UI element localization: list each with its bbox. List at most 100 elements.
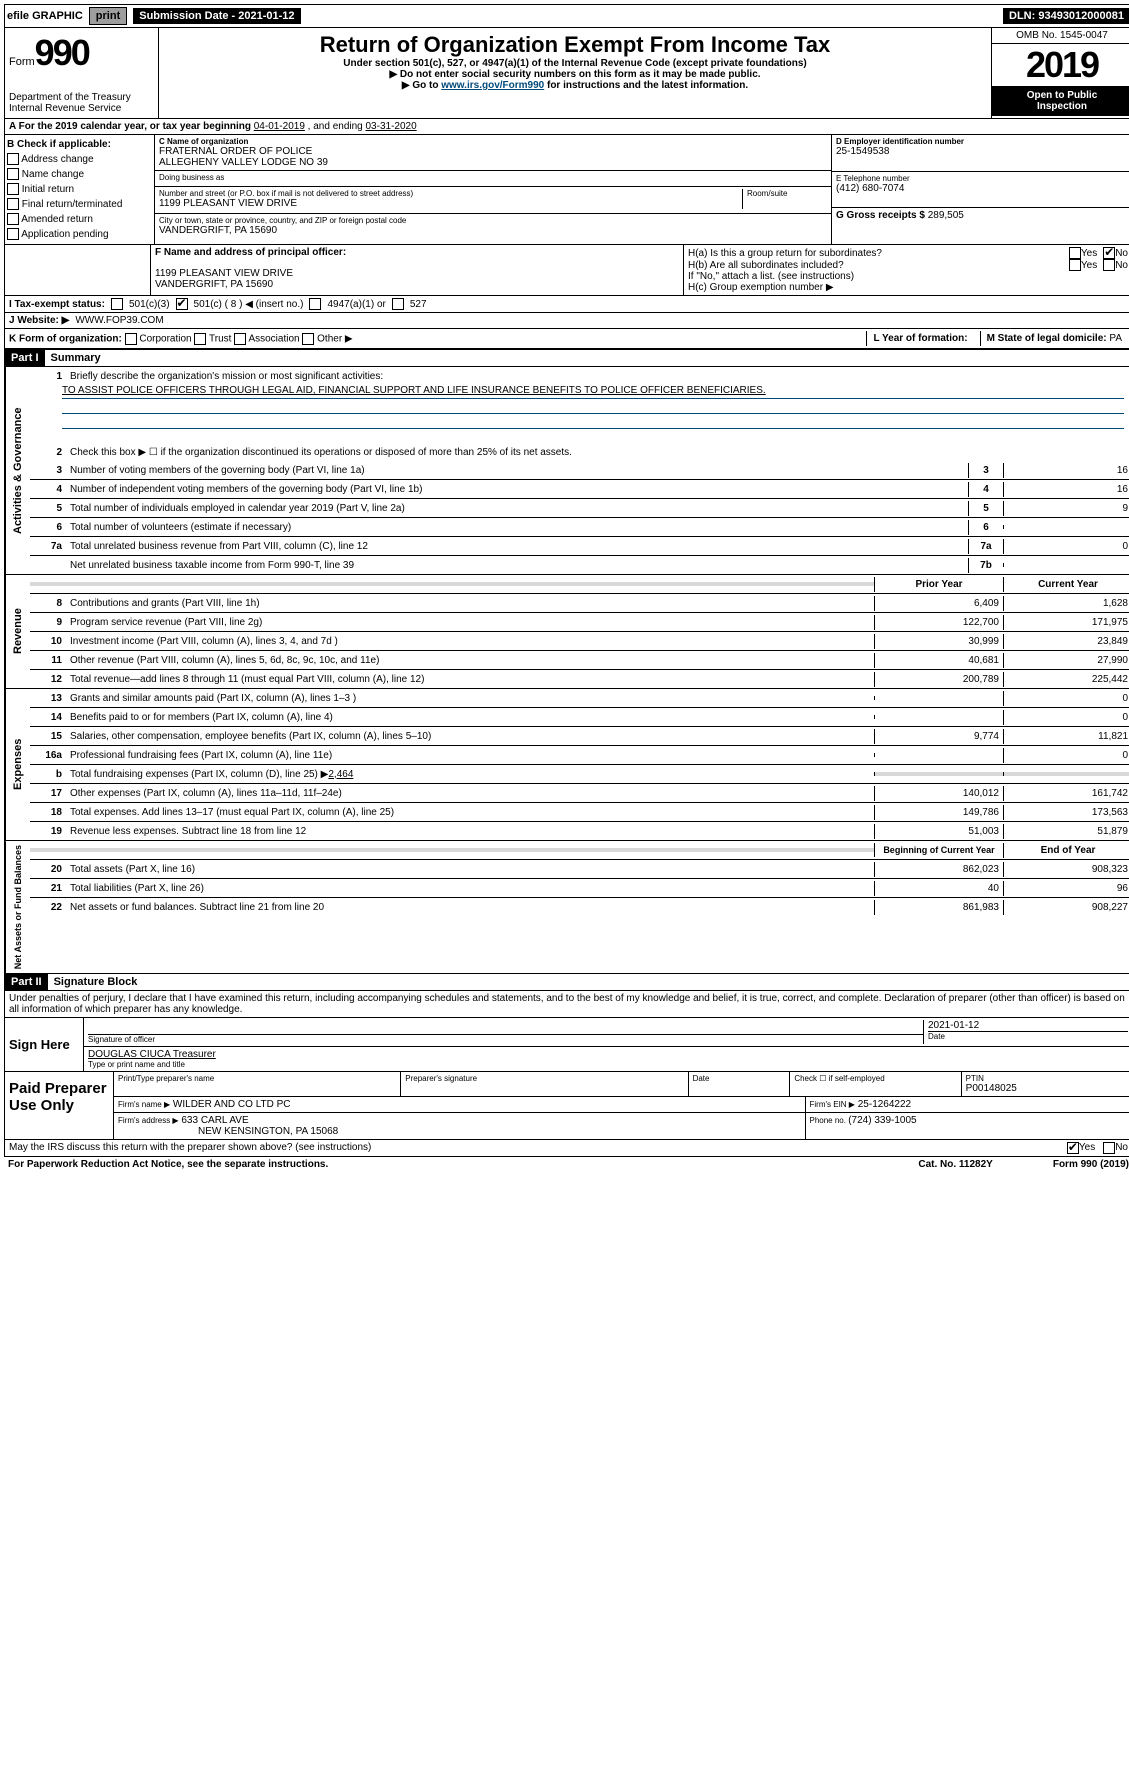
page-footer: For Paperwork Reduction Act Notice, see … (4, 1157, 1129, 1172)
prior-14 (874, 715, 1003, 719)
begin-20: 862,023 (874, 862, 1003, 877)
cb-discuss-yes[interactable] (1067, 1142, 1079, 1154)
ptin: P00148025 (966, 1083, 1128, 1094)
year-formation: L Year of formation: (866, 331, 973, 346)
firm-addr-1: 633 CARL AVE (181, 1115, 248, 1126)
tax-year: 2019 (992, 44, 1129, 86)
state-domicile: M State of legal domicile: PA (980, 331, 1128, 346)
form-header: Form990 Department of the Treasury Inter… (4, 28, 1129, 119)
prior-11: 40,681 (874, 653, 1003, 668)
header-left: Form990 Department of the Treasury Inter… (5, 28, 159, 118)
website-url: WWW.FOP39.COM (75, 315, 163, 326)
dln-label: DLN: 93493012000081 (1003, 8, 1129, 24)
firm-ein: 25-1264222 (858, 1099, 911, 1110)
prior-9: 122,700 (874, 615, 1003, 630)
cb-hb-no[interactable] (1103, 259, 1115, 271)
sign-here-label: Sign Here (5, 1018, 84, 1071)
row-i-tax-exempt: I Tax-exempt status: 501(c)(3) 501(c) ( … (4, 296, 1129, 313)
end-22: 908,227 (1003, 900, 1129, 915)
section-expenses: Expenses 13Grants and similar amounts pa… (4, 688, 1129, 840)
val-16b: 2,464 (328, 769, 353, 780)
end-20: 908,323 (1003, 862, 1129, 877)
mission-text: TO ASSIST POLICE OFFICERS THROUGH LEGAL … (62, 385, 1124, 396)
prior-10: 30,999 (874, 634, 1003, 649)
curr-16a: 0 (1003, 748, 1129, 763)
row-a-tax-year: A For the 2019 calendar year, or tax yea… (4, 119, 1129, 135)
val-7b (1003, 563, 1129, 567)
telephone: (412) 680-7074 (836, 183, 1128, 194)
cb-corporation[interactable] (125, 333, 137, 345)
box-b: B Check if applicable: Address change Na… (5, 135, 155, 244)
cb-527[interactable] (392, 298, 404, 310)
form-number: 990 (35, 32, 89, 73)
cb-final-return[interactable] (7, 198, 19, 210)
cb-hb-yes[interactable] (1069, 259, 1081, 271)
section-net-assets: Net Assets or Fund Balances Beginning of… (4, 840, 1129, 974)
top-bar: efile GRAPHIC print Submission Date - 20… (4, 4, 1129, 28)
officer-addr-2: VANDERGRIFT, PA 15690 (155, 279, 679, 290)
cb-application-pending[interactable] (7, 228, 19, 240)
tax-year-end: 03-31-2020 (366, 121, 417, 132)
box-c: C Name of organization FRATERNAL ORDER O… (155, 135, 1129, 244)
efile-label: efile GRAPHIC (7, 10, 83, 22)
paid-preparer-label: Paid Preparer Use Only (5, 1072, 114, 1139)
cb-name-change[interactable] (7, 168, 19, 180)
curr-19: 51,879 (1003, 824, 1129, 839)
val-6 (1003, 525, 1129, 529)
curr-15: 11,821 (1003, 729, 1129, 744)
gross-receipts: 289,505 (928, 210, 964, 221)
part-ii-header: Part II Signature Block (4, 974, 1129, 991)
subtitle-3: ▶ Go to www.irs.gov/Form990 for instruct… (163, 80, 987, 91)
prior-16a (874, 753, 1003, 757)
subtitle-2: ▶ Do not enter social security numbers o… (163, 69, 987, 80)
city-state-zip: VANDERGRIFT, PA 15690 (159, 225, 827, 236)
cb-association[interactable] (234, 333, 246, 345)
dept-treasury: Department of the Treasury (9, 92, 154, 103)
prior-15: 9,774 (874, 729, 1003, 744)
prior-12: 200,789 (874, 672, 1003, 687)
block-identity: B Check if applicable: Address change Na… (4, 135, 1129, 245)
subtitle-1: Under section 501(c), 527, or 4947(a)(1)… (163, 58, 987, 69)
cb-ha-no[interactable] (1103, 247, 1115, 259)
print-button[interactable]: print (89, 7, 127, 25)
street-address: 1199 PLEASANT VIEW DRIVE (159, 198, 742, 209)
val-3: 16 (1003, 463, 1129, 478)
cb-other[interactable] (302, 333, 314, 345)
officer-name: DOUGLAS CIUCA Treasurer (88, 1049, 1128, 1060)
cb-discuss-no[interactable] (1103, 1142, 1115, 1154)
curr-13: 0 (1003, 691, 1129, 706)
instructions-link[interactable]: www.irs.gov/Form990 (441, 80, 544, 91)
signature-date: 2021-01-12 (928, 1020, 1128, 1031)
begin-22: 861,983 (874, 900, 1003, 915)
perjury-declaration: Under penalties of perjury, I declare th… (5, 991, 1129, 1018)
val-5: 9 (1003, 501, 1129, 516)
tax-year-begin: 04-01-2019 (254, 121, 305, 132)
cb-amended[interactable] (7, 213, 19, 225)
cb-501c3[interactable] (111, 298, 123, 310)
omb-number: OMB No. 1545-0047 (992, 28, 1129, 44)
val-7a: 0 (1003, 539, 1129, 554)
curr-8: 1,628 (1003, 596, 1129, 611)
prior-19: 51,003 (874, 824, 1003, 839)
prior-17: 140,012 (874, 786, 1003, 801)
cb-ha-yes[interactable] (1069, 247, 1081, 259)
preparer-phone: (724) 339-1005 (848, 1115, 916, 1126)
form-title: Return of Organization Exempt From Incom… (163, 32, 987, 58)
curr-11: 27,990 (1003, 653, 1129, 668)
cb-trust[interactable] (194, 333, 206, 345)
ein: 25-1549538 (836, 146, 1128, 157)
submission-date: Submission Date - 2021-01-12 (133, 8, 300, 24)
cb-address-change[interactable] (7, 153, 19, 165)
cb-501c[interactable] (176, 298, 188, 310)
paid-preparer-block: Paid Preparer Use Only Print/Type prepar… (4, 1072, 1129, 1140)
begin-21: 40 (874, 881, 1003, 896)
val-4: 16 (1003, 482, 1129, 497)
prior-18: 149,786 (874, 805, 1003, 820)
box-h: H(a) Is this a group return for subordin… (684, 245, 1129, 295)
curr-12: 225,442 (1003, 672, 1129, 687)
curr-10: 23,849 (1003, 634, 1129, 649)
cb-initial-return[interactable] (7, 183, 19, 195)
section-revenue: Revenue Prior YearCurrent Year 8Contribu… (4, 574, 1129, 688)
firm-name: WILDER AND CO LTD PC (173, 1099, 291, 1110)
cb-4947[interactable] (309, 298, 321, 310)
